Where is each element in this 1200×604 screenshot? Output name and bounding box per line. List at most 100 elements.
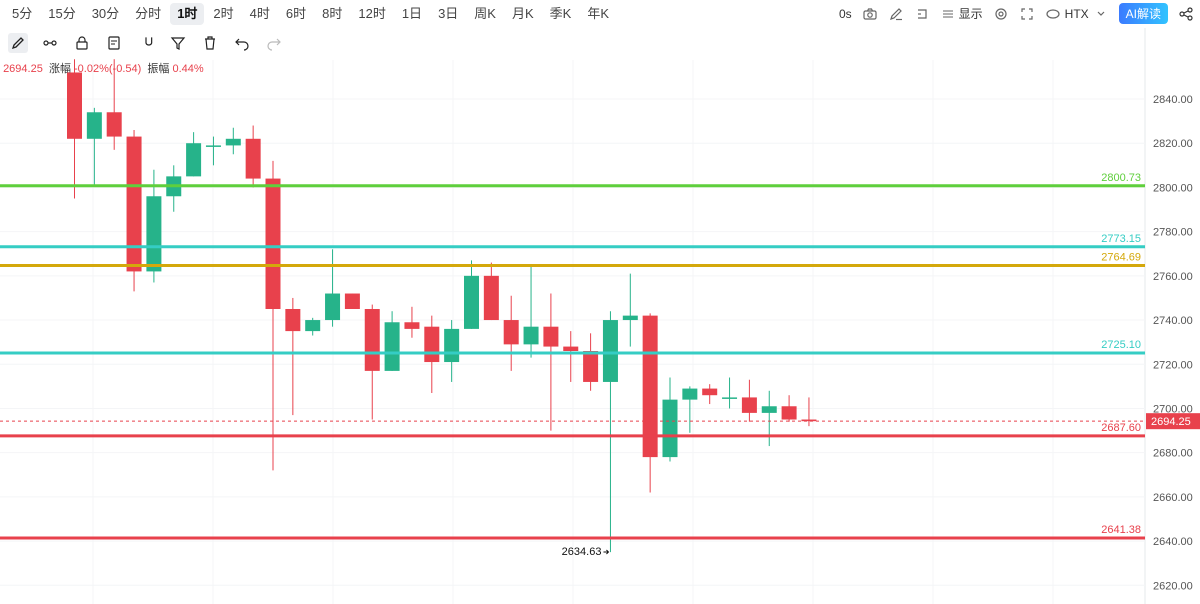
candle-body — [642, 315, 658, 458]
candle-body — [662, 399, 678, 458]
candle-body — [424, 326, 440, 363]
countdown-label: 0s — [838, 6, 852, 21]
y-tick-label: 2660.00 — [1153, 492, 1193, 504]
level-line-label: 2687.60 — [1101, 422, 1141, 434]
y-tick-label: 2620.00 — [1153, 580, 1193, 592]
timeframe-tab[interactable]: 30分 — [91, 6, 120, 21]
drawing-toolbar — [0, 30, 288, 56]
undo-icon[interactable] — [232, 33, 252, 53]
timeframe-tab[interactable]: 12时 — [358, 6, 386, 21]
timeframe-tab[interactable]: 6时 — [285, 6, 307, 21]
close-value: 2694.25 — [3, 63, 43, 75]
candle-body — [225, 138, 241, 146]
exchange-label: HTX — [1064, 6, 1089, 21]
timeframe-tab[interactable]: 3日 — [438, 6, 459, 21]
camera-icon[interactable] — [862, 6, 878, 22]
change-value: -0.02%(-0.54) — [74, 63, 142, 75]
candle-body — [86, 112, 102, 139]
level-line-label: 2725.10 — [1101, 339, 1141, 351]
candle-body — [682, 388, 698, 400]
candle-body — [126, 136, 142, 272]
settings-icon[interactable] — [993, 6, 1009, 22]
timeframe-tab[interactable]: 1日 — [401, 6, 423, 21]
timeframe-tab[interactable]: 1时 — [170, 3, 205, 25]
timeframe-bar: 5分 15分 30分 分时 1时 2时 4时 6时 8时 12时 1日 3日 周K 月K 季K 年K — [0, 0, 1200, 28]
timeframe-tab[interactable]: 5分 — [12, 6, 33, 21]
y-tick-label: 2780.00 — [1153, 227, 1193, 239]
fullscreen-icon[interactable] — [1019, 6, 1035, 22]
candle-body — [702, 388, 718, 396]
redo-icon[interactable] — [264, 33, 284, 53]
exchange-logo-icon — [1045, 6, 1061, 22]
candle-body — [444, 328, 460, 363]
amplitude-label: 振幅 — [147, 63, 170, 75]
y-tick-label: 2820.00 — [1153, 138, 1193, 150]
candle-body — [563, 346, 579, 351]
candle-body — [265, 178, 281, 309]
fib-icon[interactable] — [40, 33, 60, 53]
y-tick-label: 2640.00 — [1153, 536, 1193, 548]
candle-body — [305, 320, 321, 332]
timeframe-tab[interactable]: 周K — [474, 6, 496, 21]
candle-body — [344, 293, 360, 309]
price-info-line: 收 2694.25 涨幅 -0.02%(-0.54) 振幅 0.44% — [0, 60, 204, 76]
ai-interpret-button[interactable]: AI解读 — [1118, 3, 1168, 24]
price-axis-panel — [1145, 28, 1200, 604]
candle-body — [483, 275, 499, 321]
top-right-controls: 0s 显示 HTX AI解读 — [839, 3, 1194, 24]
candle-body — [761, 406, 777, 413]
candle-body — [801, 419, 817, 422]
candle-body — [622, 315, 638, 321]
y-tick-label: 2700.00 — [1153, 403, 1193, 415]
candle-body — [186, 143, 202, 177]
candle-body — [67, 72, 82, 139]
candle-body — [781, 406, 797, 420]
candle-body — [364, 308, 380, 371]
candle-body — [722, 397, 738, 399]
y-tick-label: 2800.00 — [1153, 182, 1193, 194]
timeframe-tab[interactable]: 分时 — [135, 6, 162, 21]
candle-body — [205, 145, 221, 147]
timeframe-tab[interactable]: 4时 — [249, 6, 270, 21]
candle-body — [602, 320, 618, 382]
restore-icon[interactable] — [914, 6, 930, 22]
timeframe-tab[interactable]: 8时 — [322, 6, 343, 21]
display-menu[interactable]: 显示 — [940, 5, 983, 22]
list-icon — [940, 6, 956, 22]
notes-icon[interactable] — [104, 33, 124, 53]
pencil-icon[interactable] — [888, 6, 904, 22]
candle-body — [146, 196, 162, 272]
candle-body — [523, 326, 539, 345]
timeframe-tab[interactable]: 2时 — [213, 6, 234, 21]
candle-body — [464, 275, 479, 329]
timeframe-tab[interactable]: 季K — [549, 6, 572, 21]
lock-icon[interactable] — [72, 33, 92, 53]
current-price-tag — [1146, 413, 1200, 430]
display-label: 显示 — [958, 7, 983, 21]
trash-icon[interactable] — [200, 33, 220, 53]
filter-icon[interactable] — [168, 33, 188, 53]
y-tick-label: 2760.00 — [1153, 271, 1193, 283]
y-tick-label: 2840.00 — [1153, 94, 1193, 106]
pen-icon[interactable] — [8, 33, 28, 53]
timeframe-tab[interactable]: 15分 — [48, 6, 76, 21]
level-line-label: 2773.15 — [1101, 233, 1141, 245]
current-price-label: 2694.25 — [1151, 416, 1191, 428]
magnet-icon[interactable] — [136, 33, 156, 53]
y-tick-label: 2680.00 — [1153, 448, 1193, 460]
candle-body — [325, 293, 341, 321]
candle-body — [404, 322, 420, 329]
exchange-select[interactable]: HTX — [1045, 6, 1109, 22]
candle-body — [106, 112, 122, 137]
level-line-label: 2800.73 — [1101, 172, 1141, 184]
low-price-annotation: 2634.63 — [562, 546, 602, 558]
level-line-label: 2764.69 — [1101, 251, 1141, 263]
arrow-right-icon — [603, 549, 610, 555]
timeframe-tab[interactable]: 年K — [587, 6, 609, 21]
candle-body — [741, 397, 757, 413]
candle-body — [285, 308, 301, 332]
level-line-label: 2641.38 — [1101, 524, 1141, 536]
share-icon[interactable] — [1178, 6, 1194, 22]
timeframe-tab[interactable]: 月K — [511, 6, 534, 21]
